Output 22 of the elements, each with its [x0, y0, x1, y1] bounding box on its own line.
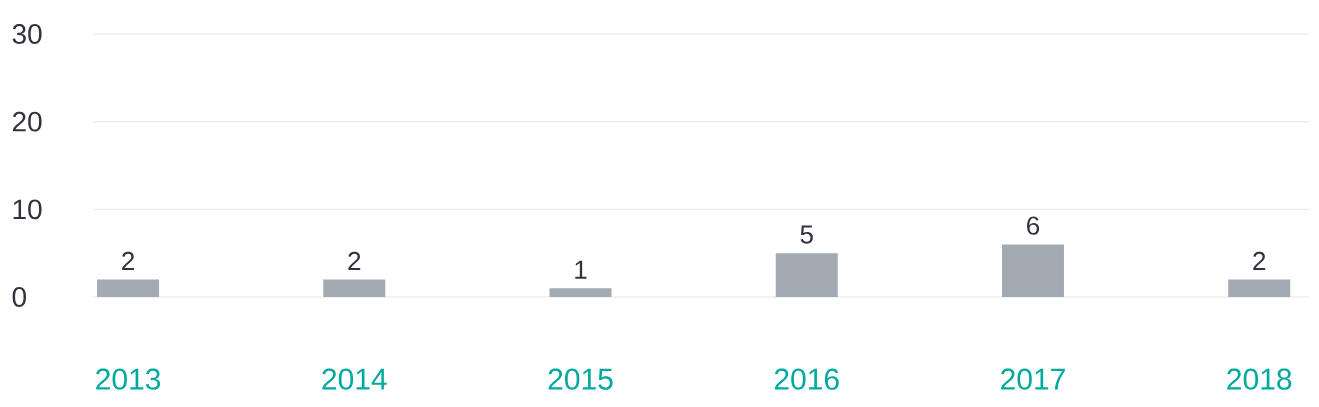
y-tick-label: 20: [12, 111, 42, 132]
x-tick-label: 2016: [774, 368, 839, 390]
bar: [775, 253, 838, 297]
x-tick-label: 2018: [1227, 368, 1292, 390]
bar: [97, 279, 160, 297]
data-label: 2: [1253, 251, 1266, 270]
x-tick-label: 2015: [548, 368, 613, 390]
x-tick-label: 2014: [322, 368, 387, 390]
bar: [1001, 244, 1064, 297]
bar: [549, 288, 612, 297]
data-label: 5: [800, 225, 813, 244]
bar: [323, 279, 386, 297]
y-tick-label: 10: [13, 199, 42, 220]
data-label: 2: [348, 251, 361, 270]
data-label: 2: [122, 251, 134, 270]
bar: [1228, 279, 1291, 297]
x-tick-label: 2017: [1001, 368, 1065, 390]
y-tick-label: 0: [12, 287, 27, 307]
y-tick-label: 30: [12, 24, 42, 44]
data-label: 6: [1027, 216, 1040, 235]
x-tick-label: 2013: [96, 368, 161, 390]
data-label: 1: [575, 260, 587, 279]
